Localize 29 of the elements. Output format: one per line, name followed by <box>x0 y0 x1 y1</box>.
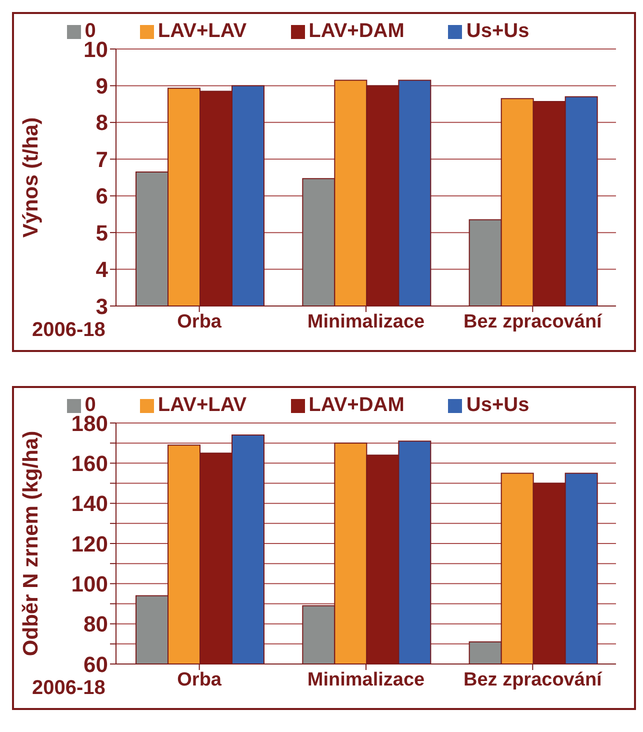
x-tick-label: Orba <box>177 311 222 332</box>
y-tick-label: 140 <box>71 491 108 516</box>
x-tick-label: Bez zpracování <box>464 311 603 332</box>
y-tick-label: 4 <box>96 257 109 282</box>
x-tick-label: Orba <box>177 669 222 690</box>
text: 2006-18 <box>32 319 106 342</box>
legend-label: Us+Us <box>466 394 530 416</box>
y-tick-label: 8 <box>96 110 108 136</box>
legend-label: LAV+DAM <box>308 20 404 42</box>
y-tick-label: 160 <box>71 450 108 476</box>
text: 2006-18 <box>32 677 106 700</box>
y-tick-label: 6 <box>96 184 108 209</box>
legend-label: LAV+LAV <box>158 394 247 416</box>
y-tick-label: 100 <box>71 571 108 596</box>
x-tick-label: Minimalizace <box>307 669 425 690</box>
legend-label: LAV+DAM <box>308 394 404 416</box>
y-tick-label: 3 <box>96 294 108 319</box>
x-tick-label: Minimalizace <box>307 311 425 332</box>
y-axis-title: Výnos (t/ha) <box>19 117 42 238</box>
y-tick-label: 7 <box>96 146 108 172</box>
legend-label: LAV+LAV <box>158 20 247 42</box>
y-tick-label: 80 <box>84 612 108 637</box>
y-tick-label: 60 <box>84 652 108 677</box>
x-tick-label: Bez zpracování <box>464 669 603 690</box>
y-tick-label: 9 <box>96 74 108 99</box>
legend-label: Us+Us <box>466 20 530 42</box>
y-axis-title: Odběr N zrnem (kg/ha) <box>19 430 42 656</box>
y-tick-label: 5 <box>96 220 108 246</box>
y-tick-label: 120 <box>71 531 108 556</box>
